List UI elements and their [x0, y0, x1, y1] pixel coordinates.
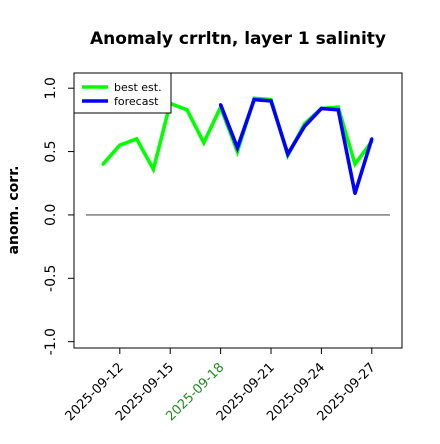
y-tick-label: -0.5 [43, 265, 59, 292]
y-ticks-layer: -1.0 -0.5 0.0 0.5 1.0 [43, 77, 74, 355]
data-point-best-est [353, 162, 357, 166]
data-point-forecast [319, 106, 323, 111]
data-point-forecast [252, 98, 256, 102]
y-axis-label: anom. corr. [6, 166, 22, 255]
legend-label: forecast [114, 95, 159, 108]
series-line-forecast [218, 97, 374, 194]
data-point-forecast [303, 124, 307, 128]
data-point-forecast [336, 108, 340, 112]
y-tick-label: 1.0 [43, 77, 59, 99]
y-tick-label: -1.0 [43, 328, 59, 355]
data-point-best-est [151, 167, 155, 171]
data-point-forecast [353, 191, 357, 195]
data-point-forecast [235, 146, 239, 150]
data-point-forecast [269, 99, 273, 103]
y-tick-label: 0.0 [43, 204, 59, 226]
data-point-best-est [135, 137, 139, 141]
data-point-best-est [185, 108, 189, 112]
data-point-best-est [202, 141, 206, 145]
y-tick-label: 0.5 [43, 140, 59, 162]
legend: best est.forecast [73, 72, 172, 114]
chart-title: Anomaly crrltn, layer 1 salinity [90, 29, 386, 49]
data-point-forecast [219, 103, 223, 107]
data-point-forecast [286, 152, 290, 156]
data-point-best-est [101, 162, 105, 166]
data-point-forecast [370, 137, 374, 141]
legend-label: best est. [114, 81, 162, 94]
series-layer [101, 96, 374, 195]
legend-box [73, 72, 172, 114]
plot-frame [73, 72, 403, 349]
data-point-best-est [118, 143, 122, 147]
